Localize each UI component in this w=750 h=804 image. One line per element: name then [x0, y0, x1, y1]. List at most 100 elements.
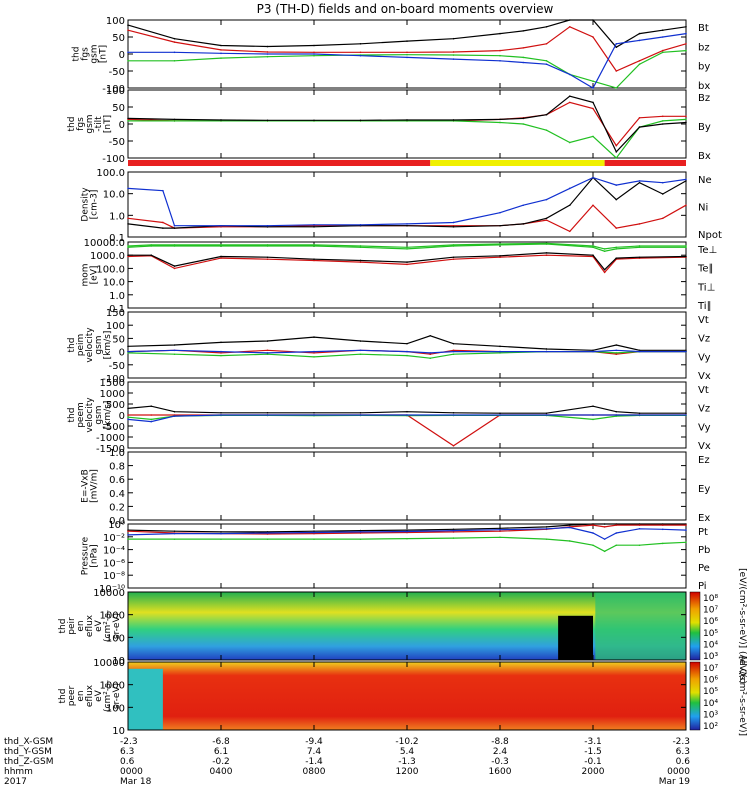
y-tick-label: 10000 — [93, 658, 125, 669]
data-point — [452, 531, 455, 533]
y-tick-label: 50 — [112, 33, 125, 44]
y-axis-label: thd — [58, 619, 68, 634]
data-point — [220, 255, 222, 258]
x-axis-value: 0000 — [667, 767, 690, 777]
data-point — [220, 119, 222, 121]
y-tick-label: 1500 — [100, 378, 125, 389]
data-point — [313, 51, 315, 54]
data-point — [615, 151, 618, 153]
y-tick-label: 0 — [119, 120, 125, 131]
legend-entry: Pb — [698, 545, 710, 556]
data-point — [173, 227, 176, 229]
data-point — [615, 46, 618, 48]
data-point — [313, 258, 315, 260]
data-point — [603, 523, 606, 525]
x-axis-value: 5.4 — [400, 747, 415, 757]
data-point — [406, 223, 408, 225]
x-axis-value: Mar 18 — [120, 777, 152, 787]
data-point — [522, 117, 525, 120]
data-point — [603, 268, 606, 271]
data-point — [499, 243, 501, 245]
x-axis-table: thd_X-GSMthd_Y-GSMthd_Z-GSMhhmm2017-2.36… — [4, 737, 690, 787]
legend-entry: Vx — [698, 441, 711, 452]
y-tick-label: -1000 — [96, 433, 125, 444]
y-axis-label: sr-eV) — [112, 683, 122, 709]
data-point — [127, 217, 129, 220]
data-point — [615, 410, 618, 413]
data-point — [568, 73, 571, 76]
data-point — [615, 198, 618, 201]
y-axis-label: peer — [67, 685, 77, 706]
data-point — [127, 29, 129, 32]
data-point — [220, 44, 222, 47]
y-tick-label: 1000.0 — [90, 251, 125, 262]
data-point — [615, 87, 618, 89]
data-point — [615, 544, 618, 547]
y-tick-label: -100 — [102, 154, 125, 165]
data-point — [220, 244, 222, 246]
x-axis-value: -0.3 — [491, 757, 509, 767]
data-point — [568, 204, 571, 207]
colorbar-peer-spectrogram — [689, 661, 701, 731]
legend-entry: Vt — [698, 385, 709, 396]
y-tick-label: 10000 — [93, 588, 125, 599]
data-point — [592, 36, 594, 38]
data-point — [173, 530, 176, 532]
data-point — [522, 123, 525, 125]
data-point — [615, 248, 618, 250]
x-axis-value: 6.3 — [120, 747, 134, 757]
data-point — [150, 405, 153, 408]
y-axis-label: Density — [81, 187, 91, 222]
data-point — [603, 271, 606, 274]
data-point — [266, 224, 269, 227]
x-axis-value: -0.2 — [212, 757, 230, 767]
data-point — [406, 56, 408, 59]
data-point — [220, 341, 222, 344]
data-point — [359, 340, 362, 342]
data-point — [685, 178, 687, 181]
data-point — [638, 350, 641, 353]
data-point — [313, 54, 315, 57]
data-point — [266, 412, 269, 414]
series-line-bz — [127, 26, 687, 72]
data-point — [638, 32, 641, 35]
y-tick-label: -100 — [102, 374, 125, 385]
x-axis-row-label: thd_Y-GSM — [4, 747, 52, 757]
y-axis-label: -tilt — [94, 116, 104, 132]
x-axis-row-label: thd_Z-GSM — [4, 757, 53, 767]
y-tick-label: -1500 — [96, 444, 125, 455]
data-point — [592, 418, 594, 421]
panel-frame — [127, 241, 687, 309]
x-axis-value: -1.3 — [398, 757, 416, 767]
data-point — [685, 246, 687, 249]
data-point — [313, 223, 315, 226]
colorbar-tick: 10⁸ — [703, 594, 718, 604]
legend-entry: Vy — [698, 352, 711, 363]
data-point — [661, 193, 664, 195]
y-axis-label: [km/s] — [103, 331, 113, 360]
data-point — [406, 342, 408, 345]
data-point — [685, 204, 687, 207]
y-axis-label: E=-VxB — [81, 469, 91, 503]
x-axis-value: 0.6 — [676, 757, 691, 767]
data-point — [313, 244, 315, 246]
data-point — [429, 353, 432, 356]
data-point — [220, 257, 222, 259]
data-point — [127, 60, 129, 62]
data-point — [592, 544, 594, 547]
y-axis-label: peir — [67, 617, 77, 635]
x-axis-value: -8.8 — [491, 737, 509, 747]
data-point — [661, 36, 664, 38]
data-point — [173, 353, 176, 356]
panel-fgs-gsm: 100 50 0 -50 -100 thd fgs gsm [nT] Bt bz by bx — [72, 16, 711, 95]
data-point — [220, 354, 222, 357]
x-axis-value: 1200 — [396, 767, 419, 777]
data-point — [359, 531, 362, 533]
x-axis-value: 0400 — [210, 767, 233, 777]
data-point — [603, 526, 606, 528]
x-axis-value: 0000 — [120, 767, 143, 777]
